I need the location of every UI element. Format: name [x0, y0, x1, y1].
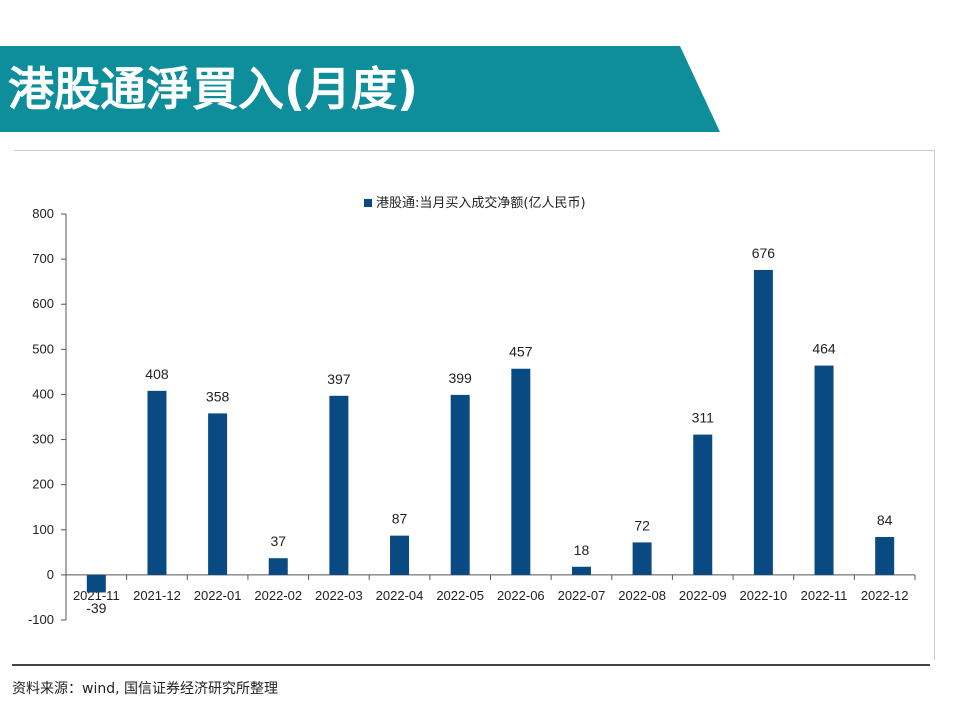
bar [390, 535, 410, 575]
data-label: 464 [812, 341, 836, 357]
y-tick-label: 200 [32, 477, 54, 492]
data-label: 397 [327, 371, 351, 387]
bar [875, 536, 895, 575]
x-tick-label: 2022-08 [618, 588, 666, 603]
bar [814, 365, 834, 575]
page-title: 港股通淨買入(月度) [8, 62, 419, 116]
data-label: 358 [206, 388, 230, 404]
x-tick-label: 2021-12 [133, 588, 181, 603]
bar [511, 368, 531, 575]
x-tick-label: 2022-11 [801, 588, 848, 603]
source-note: 资料来源：wind, 国信证券经济研究所整理 [12, 681, 278, 697]
y-tick-label: 300 [32, 432, 54, 447]
data-label: -39 [86, 600, 106, 616]
bar [632, 542, 652, 575]
bar [693, 434, 713, 575]
legend-label: 港股通:当月买入成交净额(亿人民币) [376, 195, 586, 211]
data-label: 87 [392, 511, 408, 527]
x-tick-label: 2022-05 [436, 588, 484, 603]
bar [86, 574, 106, 593]
legend-swatch [364, 199, 372, 207]
x-tick-label: 2022-12 [861, 588, 909, 603]
source-divider [12, 664, 930, 666]
data-label: 676 [752, 245, 776, 261]
data-label: 84 [877, 512, 893, 528]
data-label: 37 [270, 533, 286, 549]
y-tick-label: 700 [32, 251, 54, 266]
data-label: 399 [448, 370, 472, 386]
y-tick-label: 500 [32, 341, 54, 356]
x-axis: 2021-11 2021-12 2022-01 2022-02 2022-03 2022-… [65, 574, 916, 603]
bar [329, 395, 349, 575]
y-tick-label: 400 [32, 386, 54, 401]
x-tick-label: 2022-10 [740, 588, 788, 603]
x-tick-label: 2022-03 [315, 588, 363, 603]
x-tick-label: 2022-07 [558, 588, 606, 603]
bar [571, 566, 591, 575]
legend: 港股通:当月买入成交净额(亿人民币) [364, 195, 586, 211]
x-tick-label: 2022-01 [194, 588, 242, 603]
y-tick-label: 0 [47, 567, 54, 582]
x-tick-label: 2022-06 [497, 588, 545, 603]
chart-frame-top [14, 150, 934, 151]
x-tick-label: 2022-04 [376, 588, 424, 603]
chart-frame-right [934, 150, 935, 660]
bar [753, 269, 773, 575]
y-tick-label: 600 [32, 296, 54, 311]
data-label: 311 [692, 410, 715, 426]
x-tick-label: 2021-11 [73, 588, 120, 603]
bar [147, 390, 167, 575]
x-tick-label: 2022-02 [254, 588, 302, 603]
data-label: 18 [574, 542, 590, 558]
bars: -39 408 358 37 397 87 399 457 18 72 311 676 464 84 [86, 245, 895, 616]
data-label: 457 [509, 344, 533, 360]
title-banner [0, 46, 720, 132]
y-axis: -100 0 100 200 300 400 500 600 700 800 [28, 206, 67, 627]
y-tick-label: -100 [28, 612, 54, 627]
y-tick-label: 100 [32, 522, 54, 537]
bar [268, 558, 288, 575]
x-tick-label: 2022-09 [679, 588, 727, 603]
bar [208, 413, 228, 575]
data-label: 408 [145, 366, 169, 382]
data-label: 72 [634, 517, 650, 533]
bar [450, 394, 470, 575]
y-tick-label: 800 [32, 206, 54, 221]
